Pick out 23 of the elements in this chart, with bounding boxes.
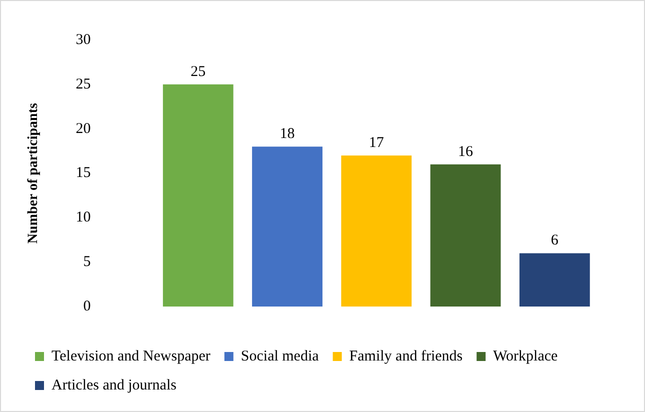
- legend-label: Television and Newspaper: [52, 348, 210, 364]
- bar: [430, 164, 501, 307]
- bar: [341, 156, 412, 307]
- y-tick-label: 15: [76, 165, 91, 182]
- bar: [252, 146, 322, 307]
- y-tick-label: 5: [83, 254, 91, 270]
- y-tick-label: 10: [76, 210, 91, 226]
- legend-label: Family and friends: [349, 348, 463, 364]
- y-tick-label: 20: [76, 120, 91, 137]
- legend-label: Social media: [240, 348, 320, 364]
- data-label: 6: [550, 232, 559, 249]
- y-tick-label: 0: [83, 298, 91, 315]
- data-label: 17: [368, 134, 384, 151]
- bar: [162, 84, 234, 307]
- bar: [519, 253, 590, 307]
- legend-label: Workplace: [493, 348, 558, 364]
- data-label: 18: [280, 126, 295, 142]
- data-label: 16: [458, 144, 474, 160]
- legend-label: Articles and journals: [52, 377, 177, 394]
- data-label: 25: [190, 64, 206, 80]
- y-tick-label: 25: [76, 76, 91, 92]
- y-tick-label: 30: [76, 32, 91, 48]
- y-axis-title: Number of participants: [26, 102, 42, 244]
